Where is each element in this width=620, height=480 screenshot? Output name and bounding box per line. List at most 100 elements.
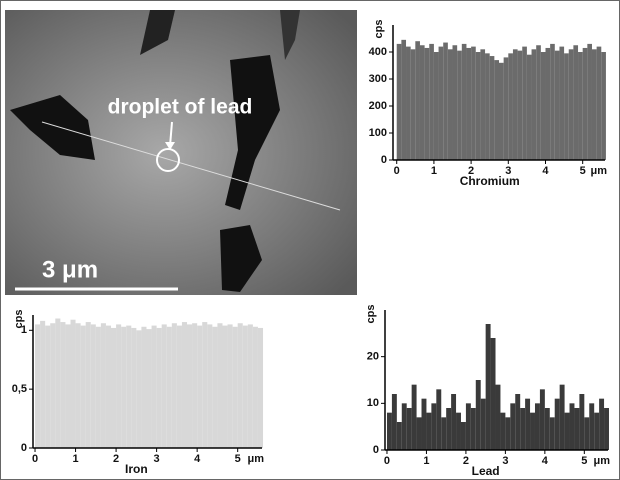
y-tick-label: 100 <box>369 127 387 139</box>
bar <box>111 327 117 448</box>
bar <box>95 326 101 448</box>
x-tick-label: 2 <box>113 453 119 465</box>
bar <box>419 45 425 160</box>
bar <box>554 50 560 160</box>
bar <box>126 325 132 448</box>
bar <box>247 324 253 448</box>
x-tick-label: 1 <box>431 165 437 177</box>
bar <box>596 46 602 160</box>
bar <box>512 49 518 160</box>
bar <box>559 384 565 450</box>
bar <box>431 403 437 450</box>
bar <box>485 324 491 450</box>
bar <box>100 323 106 448</box>
bar <box>187 324 193 448</box>
x-unit: μm <box>247 453 264 465</box>
bar <box>181 322 188 448</box>
annotation: droplet of lead <box>108 96 253 119</box>
bar <box>217 323 223 448</box>
y-tick-label: 200 <box>369 100 387 112</box>
bar <box>90 324 96 448</box>
bar <box>490 338 496 450</box>
bar <box>60 322 66 448</box>
bar <box>485 53 490 160</box>
bar <box>461 43 467 160</box>
bar <box>415 41 420 161</box>
x-unit: μm <box>593 455 610 467</box>
bar <box>70 319 76 448</box>
bar <box>539 389 545 450</box>
x-tick-label: 1 <box>423 455 429 467</box>
bar <box>510 403 516 450</box>
bar <box>475 380 481 450</box>
bar <box>45 325 51 448</box>
bar <box>574 408 580 450</box>
x-tick-label: 2 <box>468 165 474 177</box>
x-tick-label: 5 <box>580 165 586 177</box>
bar <box>452 45 458 160</box>
x-axis-label: Iron <box>125 462 148 476</box>
bar <box>40 320 46 448</box>
bar <box>202 322 208 448</box>
bar <box>421 398 427 450</box>
bar <box>141 326 147 448</box>
bar <box>579 394 585 450</box>
bar <box>161 324 167 448</box>
bar <box>591 49 597 160</box>
bar <box>396 422 402 450</box>
bar <box>212 326 218 448</box>
bar <box>568 49 574 160</box>
bar <box>166 326 172 448</box>
bar <box>146 329 152 448</box>
x-tick-label: 1 <box>72 453 78 465</box>
bar <box>401 403 407 450</box>
bar <box>525 398 531 450</box>
bar <box>505 417 511 450</box>
bar <box>475 52 481 160</box>
bar <box>433 52 439 160</box>
bar <box>441 417 447 450</box>
bar <box>471 46 476 160</box>
bar <box>489 56 495 160</box>
y-tick-label: 0,5 <box>12 383 27 395</box>
bar <box>604 408 609 450</box>
bar <box>237 323 243 448</box>
bar <box>197 325 203 448</box>
bar <box>530 412 535 450</box>
scale-bar-label: 3 μm <box>42 256 98 283</box>
bar <box>75 323 81 448</box>
bar <box>480 398 486 450</box>
x-tick-label: 0 <box>32 453 38 465</box>
bar <box>116 324 122 448</box>
bar <box>466 47 472 161</box>
bar <box>446 408 452 450</box>
bar <box>549 417 555 450</box>
bar <box>429 43 434 160</box>
bar <box>550 43 555 160</box>
y-tick-label: 0 <box>381 154 387 166</box>
x-tick-label: 3 <box>154 453 160 465</box>
bar <box>151 325 157 448</box>
bar <box>192 323 198 448</box>
x-tick-label: 3 <box>502 455 508 467</box>
bar <box>517 50 523 160</box>
bar <box>443 42 448 160</box>
bar <box>456 412 461 450</box>
y-axis-label: cps <box>13 310 25 329</box>
bar <box>460 422 466 450</box>
bar <box>545 47 551 161</box>
x-tick-label: 4 <box>542 455 549 467</box>
bar <box>136 330 142 448</box>
bar <box>495 384 501 450</box>
x-tick-label: 2 <box>463 455 469 467</box>
bar <box>447 49 453 160</box>
bar <box>391 394 397 450</box>
y-axis-label: cps <box>365 305 377 324</box>
bar <box>594 412 600 450</box>
x-axis-label: Chromium <box>460 174 520 188</box>
bar <box>222 325 228 448</box>
bar <box>50 323 56 448</box>
bar <box>105 325 112 448</box>
sem-image: droplet of lead 3 μm <box>5 10 357 295</box>
